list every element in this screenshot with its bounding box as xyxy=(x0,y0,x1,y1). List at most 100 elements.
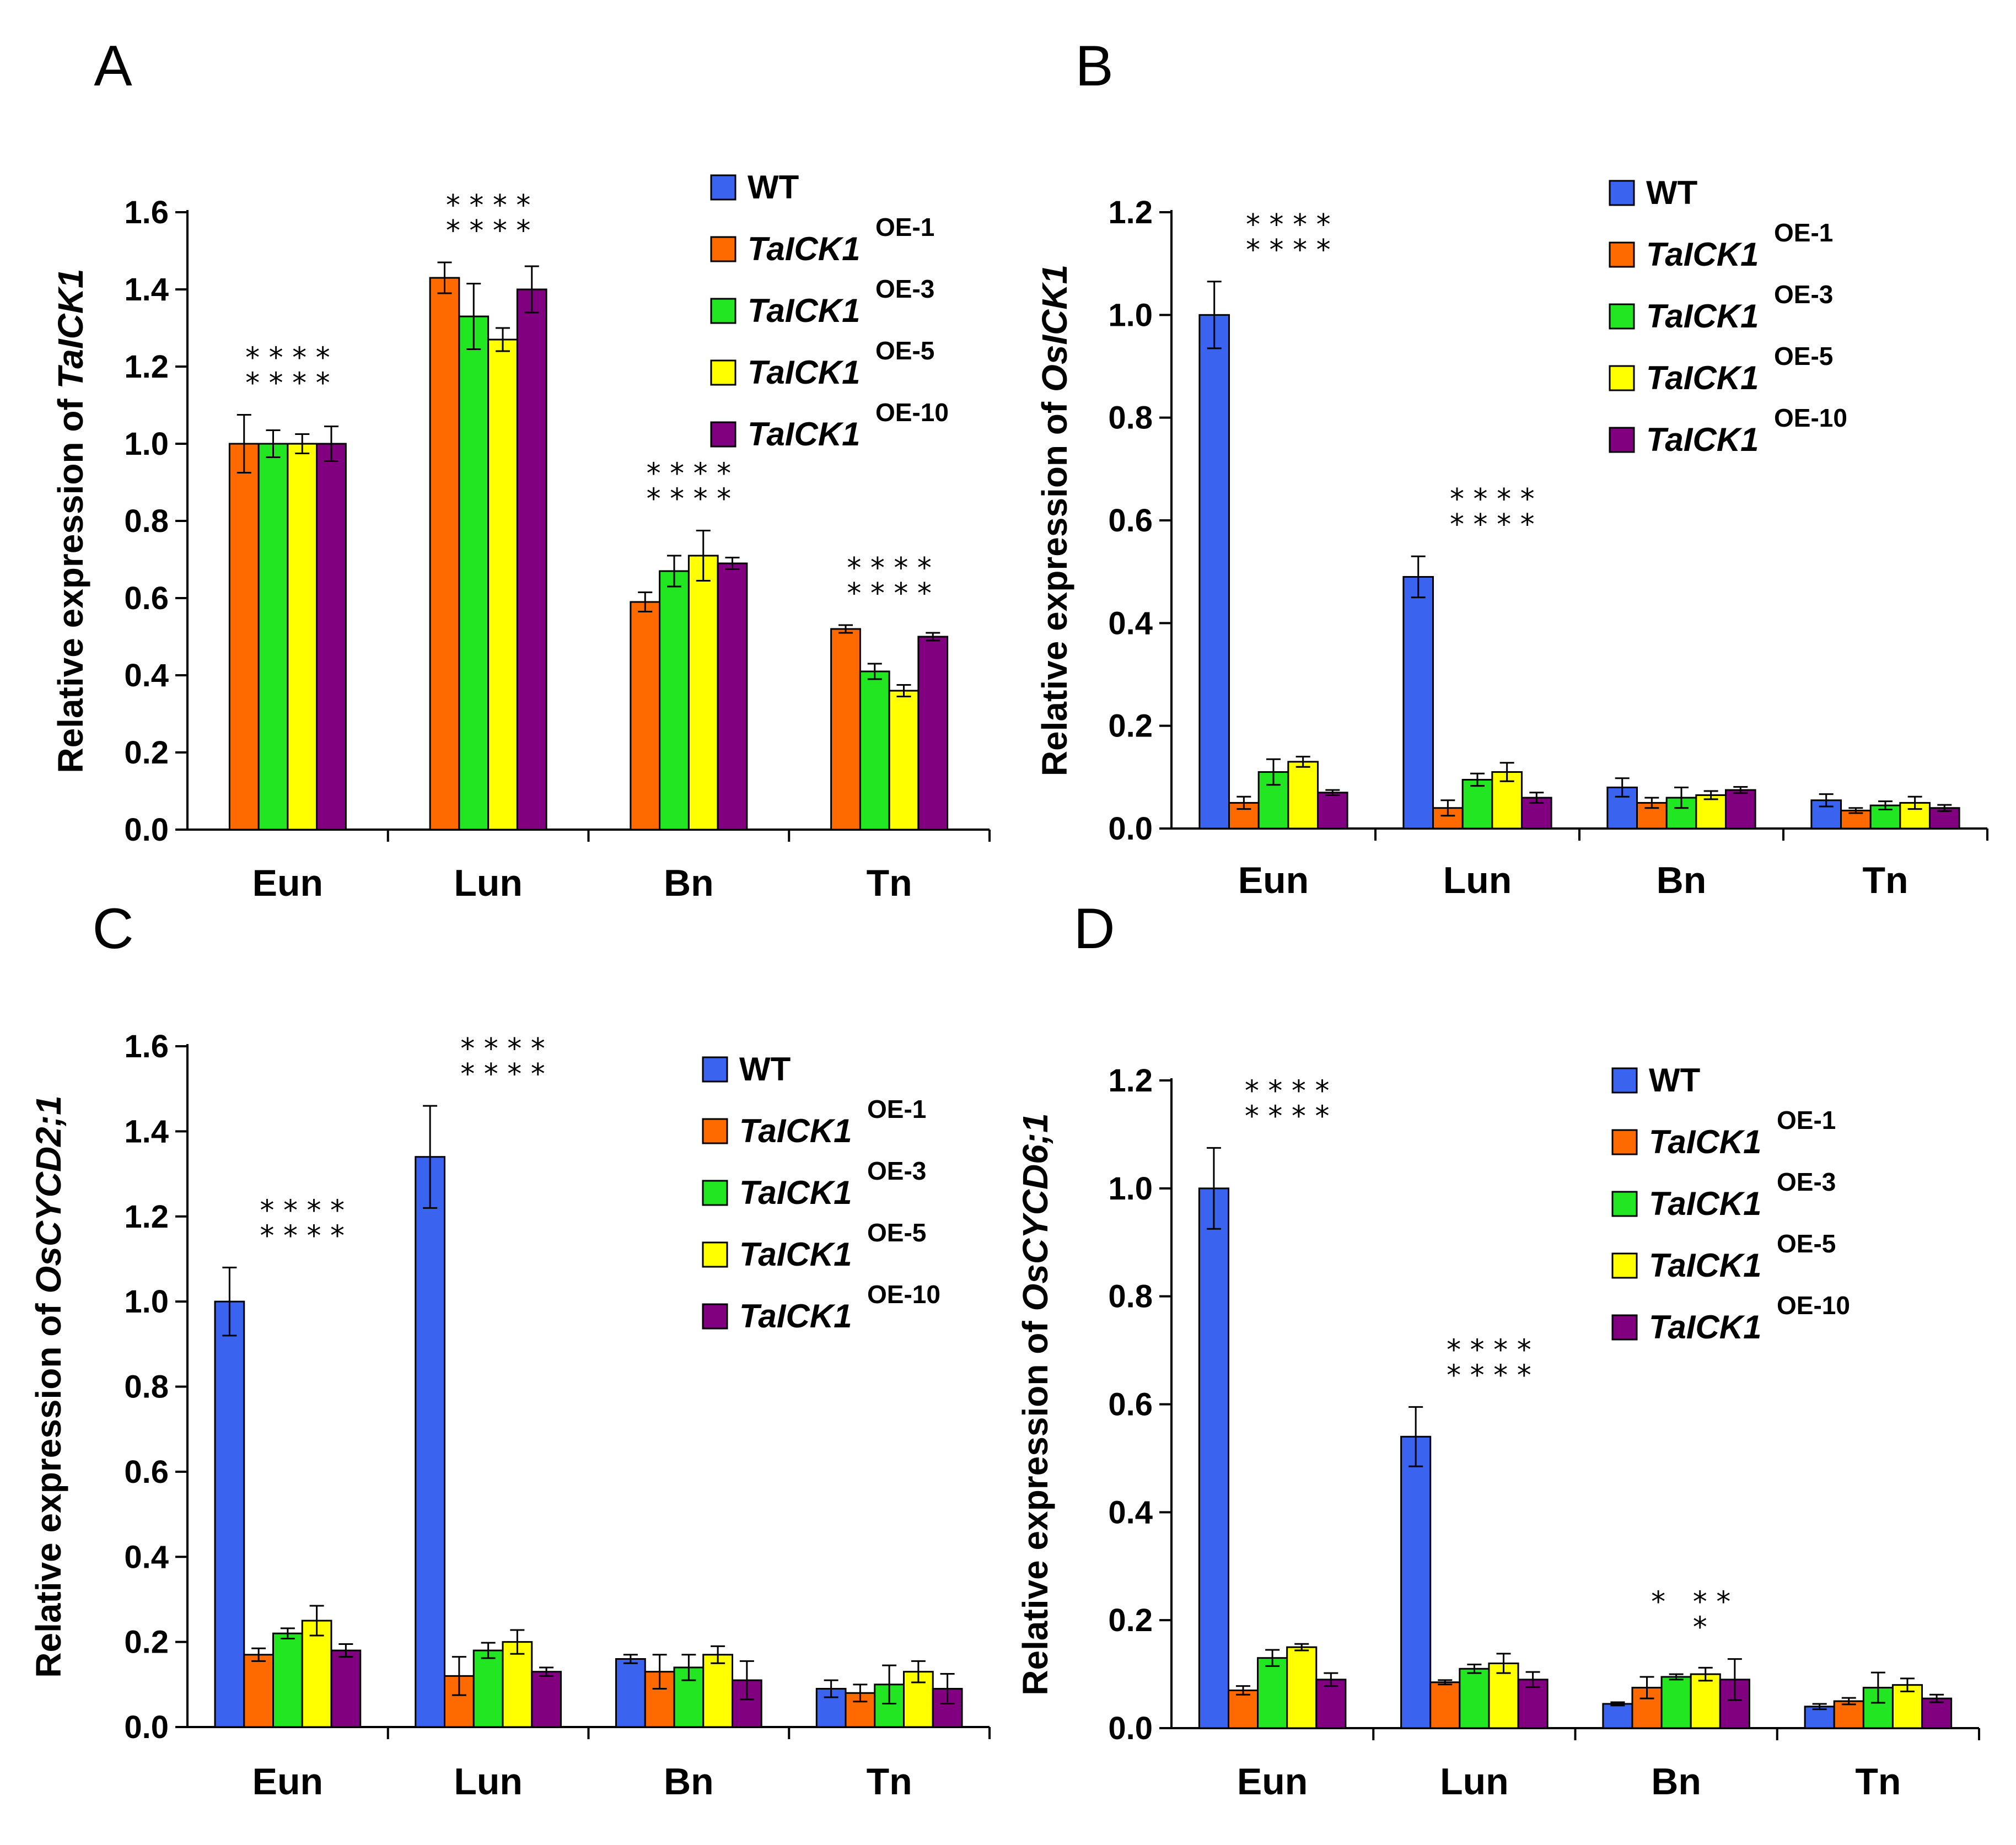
y-tick-label: 0.2 xyxy=(1108,1602,1153,1638)
legend-label: TaICK1 xyxy=(748,354,861,391)
asterisk-row: * * * xyxy=(1651,1586,1730,1619)
legend-label: TaICK1 xyxy=(739,1112,852,1149)
y-tick-label: 0.6 xyxy=(124,1454,169,1490)
asterisk-row: * * * * xyxy=(1447,1359,1531,1392)
legend-superscript: OE-1 xyxy=(1774,218,1833,247)
x-tick-label: Tn xyxy=(1855,1761,1901,1803)
bar-oe-3 xyxy=(272,1632,303,1728)
y-axis-label-gene: OsICK1 xyxy=(1035,265,1074,392)
y-axis-label-prefix: Relative expression of xyxy=(1035,392,1074,776)
asterisk-row: * * * * xyxy=(847,552,932,585)
legend-superscript: OE-3 xyxy=(1777,1168,1836,1196)
y-tick-label: 1.4 xyxy=(124,1114,169,1149)
legend-superscript: OE-5 xyxy=(1774,342,1833,370)
asterisk-row: * * * * xyxy=(1450,483,1535,516)
legend-swatch-oe-1 xyxy=(710,236,736,262)
panel-letter: A xyxy=(94,34,132,98)
significance-marker: * * * ** * * * xyxy=(260,1194,345,1252)
y-tick-label: 0.8 xyxy=(1108,1279,1153,1315)
significance-marker: ** * * xyxy=(1651,1586,1730,1644)
bar-oe-10 xyxy=(1724,789,1756,830)
asterisk-row: * * * * xyxy=(446,214,531,248)
bar-oe-3 xyxy=(859,670,890,831)
legend: WT TaICK1 OE-1 TaICK1 OE-3 TaICK1 OE-5 TaICK1 OE… xyxy=(702,1051,940,1335)
bar-oe-10 xyxy=(1316,792,1348,830)
asterisk-row: * xyxy=(1675,1611,1707,1644)
legend-swatch-wt xyxy=(702,1056,728,1083)
legend-swatch-oe-3 xyxy=(1611,1191,1638,1217)
asterisk-row: * * * * xyxy=(446,189,531,222)
panel-b: B 0.0 0.2 0.4 0.6 0.8 1.0 1.2 Relative expressio… xyxy=(1035,34,1988,901)
significance-marker: * * * ** * * * xyxy=(1450,483,1535,541)
panel-letter: C xyxy=(92,897,133,961)
legend-label: TaICK1 xyxy=(748,292,861,329)
bar-oe-5 xyxy=(1286,1646,1318,1729)
asterisk-row: * * * * xyxy=(1447,1333,1531,1367)
x-tick-label: Bn xyxy=(1657,859,1707,901)
y-axis-label-prefix: Relative expression of xyxy=(1015,1311,1055,1696)
legend-swatch-oe-10 xyxy=(1609,427,1635,453)
y-tick-label: 0.6 xyxy=(124,580,169,616)
legend-superscript: OE-10 xyxy=(875,398,949,427)
legend-swatch-wt xyxy=(1609,180,1635,206)
y-tick-label: 0.4 xyxy=(124,658,169,693)
y-tick-label: 0.2 xyxy=(124,735,169,771)
legend-superscript: OE-10 xyxy=(1774,404,1847,432)
legend: WT TaICK1 OE-1 TaICK1 OE-3 TaICK1 OE-5 TaICK1 OE… xyxy=(1611,1062,1850,1346)
legend-swatch-oe-1 xyxy=(1611,1129,1638,1155)
bar-oe-1 xyxy=(429,277,460,831)
legend-label: TaICK1 xyxy=(1646,298,1759,335)
significance-marker: * * * ** * * * xyxy=(460,1032,545,1091)
y-tick-label: 0.0 xyxy=(1108,811,1153,847)
legend-label: TaICK1 xyxy=(739,1174,852,1211)
legend-swatch-oe-10 xyxy=(702,1303,728,1330)
y-tick-label: 0.0 xyxy=(1108,1710,1153,1746)
x-tick-label: Eun xyxy=(252,862,323,904)
legend: WT TaICK1 OE-1 TaICK1 OE-3 TaICK1 OE-5 TaICK1 OE… xyxy=(710,169,949,453)
asterisk-row: * * * * xyxy=(647,458,732,491)
asterisk-row: * * * * xyxy=(1246,234,1331,267)
bar-oe-10 xyxy=(316,443,347,831)
bar-wt xyxy=(415,1156,446,1728)
x-tick-label: Eun xyxy=(252,1761,323,1803)
y-tick-label: 0.8 xyxy=(124,1369,169,1405)
y-tick-label: 1.2 xyxy=(1108,195,1153,230)
y-tick-label: 1.0 xyxy=(124,426,169,462)
legend-label: WT xyxy=(739,1051,791,1088)
y-tick-label: 0.4 xyxy=(1108,1494,1153,1530)
y-axis-label: Relative expression of TaICK1 xyxy=(51,268,90,773)
bar-oe-5 xyxy=(287,443,318,831)
y-axis-label-gene: OsCYCD2;1 xyxy=(29,1095,68,1293)
panel-c: C 0.0 0.2 0.4 0.6 0.8 1.0 1.2 1.4 1.6 Relative exp… xyxy=(29,897,991,1803)
legend-superscript: OE-3 xyxy=(875,275,934,303)
bar-oe-3 xyxy=(1257,1657,1288,1729)
bar-oe-1 xyxy=(830,628,861,831)
legend-swatch-oe-5 xyxy=(710,359,736,386)
y-tick-label: 1.0 xyxy=(124,1284,169,1320)
legend-swatch-oe-10 xyxy=(710,421,736,448)
legend-label: TaICK1 xyxy=(1649,1309,1762,1346)
panel-letter: B xyxy=(1075,34,1113,98)
asterisk-row: * * * * xyxy=(245,342,330,375)
bar-oe-3 xyxy=(1660,1676,1692,1729)
bar-oe-5 xyxy=(687,555,719,831)
bar-wt xyxy=(1402,575,1434,830)
legend-superscript: OE-10 xyxy=(867,1280,940,1309)
bar-oe-5 xyxy=(888,690,920,831)
y-tick-label: 1.2 xyxy=(124,1199,169,1235)
x-tick-label: Tn xyxy=(1862,859,1908,901)
y-tick-label: 0.2 xyxy=(124,1625,169,1660)
bar-oe-5 xyxy=(502,1641,533,1728)
asterisk-row: * * * * xyxy=(260,1194,345,1227)
y-tick-label: 0.8 xyxy=(1108,400,1153,436)
legend-superscript: OE-10 xyxy=(1777,1291,1850,1320)
bar-oe-10 xyxy=(917,636,949,831)
legend-superscript: OE-1 xyxy=(875,213,934,241)
bar-wt xyxy=(1198,314,1230,830)
legend-swatch-wt xyxy=(710,174,736,201)
legend-superscript: OE-3 xyxy=(1774,280,1833,309)
y-tick-label: 0.4 xyxy=(124,1539,169,1575)
y-tick-label: 1.4 xyxy=(124,272,169,308)
y-tick-label: 1.2 xyxy=(124,349,169,385)
